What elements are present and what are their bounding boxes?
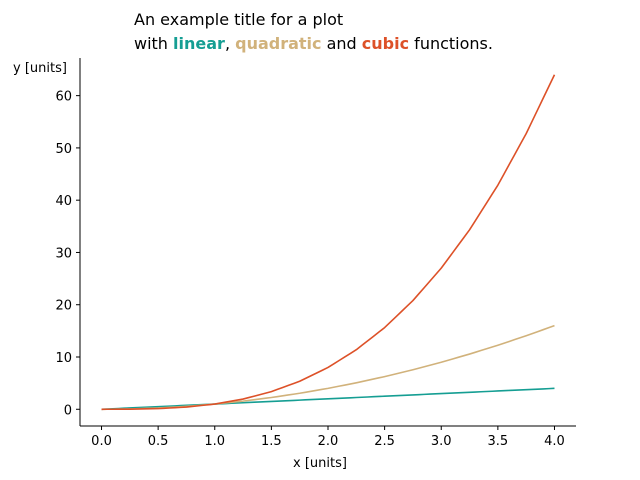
x-tick-label: 4.0 [544,434,565,449]
series-line-1 [101,387,555,411]
title-keyword-quadratic: quadratic [235,34,322,53]
y-tick-label: 60 [55,90,72,105]
x-axis-label: x [units] [293,456,347,471]
x-tick-label: 0.0 [91,434,112,449]
y-tick-label: 50 [55,142,72,157]
y-ticks: 0 10 20 30 40 50 60 [55,90,80,418]
x-tick-label: 1.5 [261,434,282,449]
x-tick-label: 3.5 [488,434,509,449]
x-tick-label: 0.5 [148,434,169,449]
x-tick-label: 1.0 [204,434,225,449]
y-tick-label: 10 [55,351,72,366]
title-suffix: functions. [409,34,493,53]
title-keyword-linear: linear [173,34,225,53]
x-tick-label: 2.0 [318,434,339,449]
y-tick-label: 0 [64,403,72,418]
y-tick-label: 30 [55,246,72,261]
chart-title-line-2: with linear, quadratic and cubic functio… [134,34,493,54]
series-layer [101,74,556,411]
x-tick-label: 2.5 [374,434,395,449]
y-axis-label: y [units] [13,61,67,76]
title-keyword-cubic: cubic [361,34,410,53]
y-tick-label: 40 [55,194,72,209]
title-separator-2: and [321,34,362,53]
x-ticks: 0.0 0.5 1.0 1.5 2.0 2.5 3.0 3.5 4.0 [91,426,565,449]
chart-title-line-1: An example title for a plot [134,10,344,29]
title-separator-1: , [224,34,236,53]
x-tick-label: 3.0 [431,434,452,449]
series-line-3 [101,74,556,411]
title-prefix: with [134,34,174,53]
y-tick-label: 20 [55,299,72,314]
